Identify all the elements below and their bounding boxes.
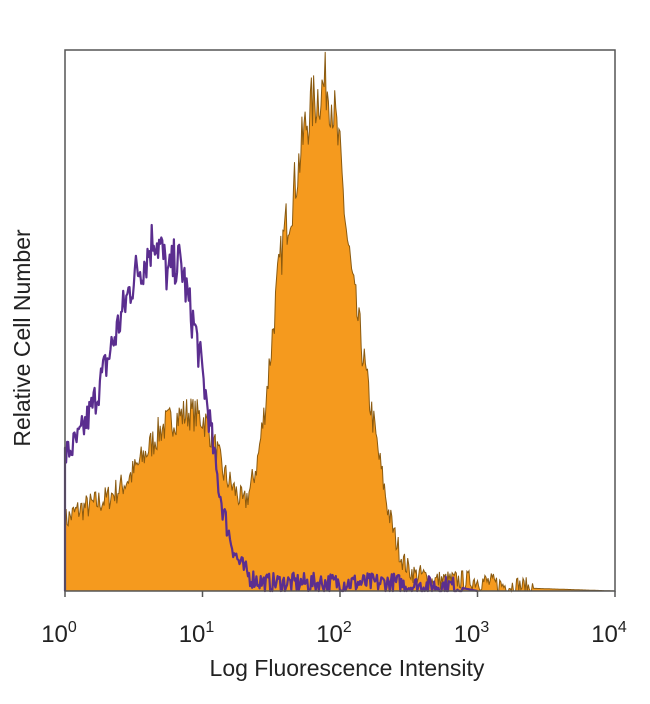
- x-tick-label: 101: [179, 619, 215, 648]
- series-layer: [63, 51, 615, 593]
- x-tick-labels: 100 101 102 103 104: [41, 591, 627, 648]
- x-tick-label: 102: [316, 619, 352, 648]
- filled-histogram-series: [64, 51, 615, 593]
- outline-histogram-series: [63, 223, 478, 593]
- x-tick-label: 103: [454, 619, 490, 648]
- x-tick-label: 100: [41, 619, 77, 648]
- x-axis-label: Log Fluorescence Intensity: [210, 655, 485, 681]
- x-tick-label: 104: [591, 619, 627, 648]
- y-axis-label: Relative Cell Number: [9, 229, 35, 447]
